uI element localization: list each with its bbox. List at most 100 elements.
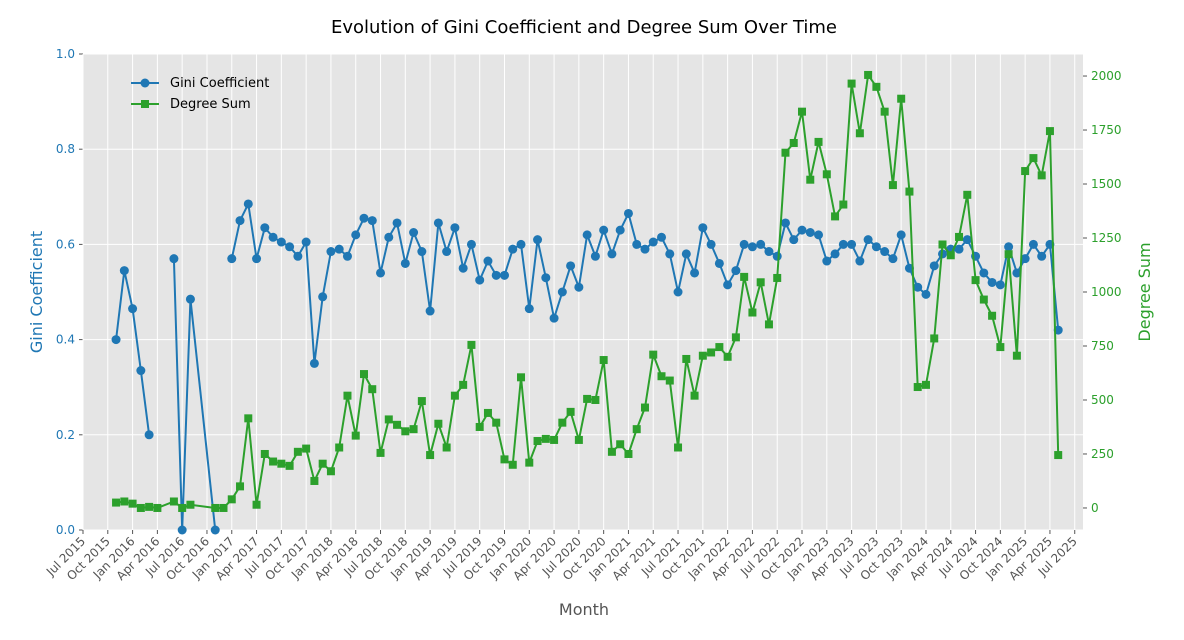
data-point xyxy=(888,254,898,264)
data-point xyxy=(318,459,327,468)
data-point xyxy=(244,414,253,423)
data-point xyxy=(930,334,939,343)
data-point xyxy=(335,443,344,452)
data-point xyxy=(863,235,873,245)
data-point xyxy=(326,467,335,476)
data-point xyxy=(897,94,906,103)
y2-tick-label: 0 xyxy=(1091,501,1099,515)
data-point xyxy=(384,415,393,424)
data-point xyxy=(227,495,236,504)
data-point xyxy=(913,383,922,392)
data-point xyxy=(145,502,154,511)
data-point xyxy=(574,435,583,444)
data-point xyxy=(1012,268,1022,278)
y-tick-label: 0.4 xyxy=(56,333,75,347)
data-point xyxy=(748,308,757,317)
data-point xyxy=(822,170,831,179)
y-tick-label: 0.6 xyxy=(56,237,75,251)
data-point xyxy=(723,280,733,290)
data-point xyxy=(640,403,649,412)
data-point xyxy=(210,525,220,535)
data-point xyxy=(714,258,724,268)
data-point xyxy=(1021,167,1030,176)
data-point xyxy=(814,230,824,240)
data-point xyxy=(822,256,832,266)
data-point xyxy=(112,498,121,507)
data-point xyxy=(409,425,418,434)
data-point xyxy=(533,437,542,446)
data-point xyxy=(500,455,509,464)
data-point xyxy=(466,239,476,249)
legend-marker xyxy=(140,78,150,88)
data-point xyxy=(838,239,848,249)
data-point xyxy=(971,276,980,285)
data-point xyxy=(177,525,187,535)
data-point xyxy=(342,251,352,261)
data-point xyxy=(550,435,559,444)
data-point xyxy=(706,239,716,249)
data-point xyxy=(516,239,526,249)
data-point xyxy=(359,370,368,379)
data-point xyxy=(400,258,410,268)
data-point xyxy=(434,419,443,428)
data-point xyxy=(450,391,459,400)
data-point xyxy=(557,287,567,297)
data-point xyxy=(665,249,675,259)
data-point xyxy=(756,278,765,287)
data-point xyxy=(955,232,964,241)
data-point xyxy=(227,254,237,264)
data-point xyxy=(938,240,947,249)
data-point xyxy=(120,497,129,506)
y2-axis-label: Degree Sum xyxy=(1135,242,1154,341)
data-point xyxy=(847,79,856,88)
data-point xyxy=(657,232,667,242)
data-point xyxy=(326,247,336,257)
data-point xyxy=(864,70,873,79)
data-point xyxy=(805,228,815,237)
data-point xyxy=(293,251,303,261)
data-point xyxy=(541,273,551,283)
data-point xyxy=(334,244,344,254)
data-point xyxy=(1012,351,1021,360)
data-point xyxy=(260,223,270,233)
data-point xyxy=(136,503,145,512)
data-point xyxy=(549,313,559,323)
data-point xyxy=(607,447,616,456)
data-point xyxy=(847,239,857,249)
data-point xyxy=(277,459,286,468)
data-point xyxy=(566,261,576,271)
data-point xyxy=(929,261,939,271)
data-point xyxy=(508,244,518,254)
data-point xyxy=(293,447,302,456)
data-point xyxy=(343,391,352,400)
data-point xyxy=(789,235,799,245)
data-point xyxy=(525,458,534,467)
data-point xyxy=(731,333,740,342)
data-point xyxy=(285,461,294,470)
data-point xyxy=(574,282,584,292)
data-point xyxy=(772,251,782,261)
y2-tick-label: 1500 xyxy=(1091,177,1122,191)
data-point xyxy=(524,304,534,314)
data-point xyxy=(1004,242,1014,252)
data-point xyxy=(450,223,460,233)
data-point xyxy=(632,425,641,434)
data-point xyxy=(301,237,311,247)
data-point xyxy=(359,213,369,223)
data-point xyxy=(773,273,782,282)
data-point xyxy=(433,218,443,228)
data-point xyxy=(740,272,749,281)
data-point xyxy=(623,208,633,218)
y-tick-label: 0.8 xyxy=(56,142,75,156)
data-point xyxy=(318,292,328,302)
data-point xyxy=(1037,251,1047,261)
data-point xyxy=(871,242,881,252)
data-point xyxy=(426,451,435,460)
data-point xyxy=(962,235,972,245)
data-point xyxy=(541,434,550,443)
data-point xyxy=(681,249,691,259)
data-point xyxy=(599,225,609,235)
data-point xyxy=(831,212,840,221)
data-point xyxy=(872,82,881,91)
data-point xyxy=(483,256,493,266)
